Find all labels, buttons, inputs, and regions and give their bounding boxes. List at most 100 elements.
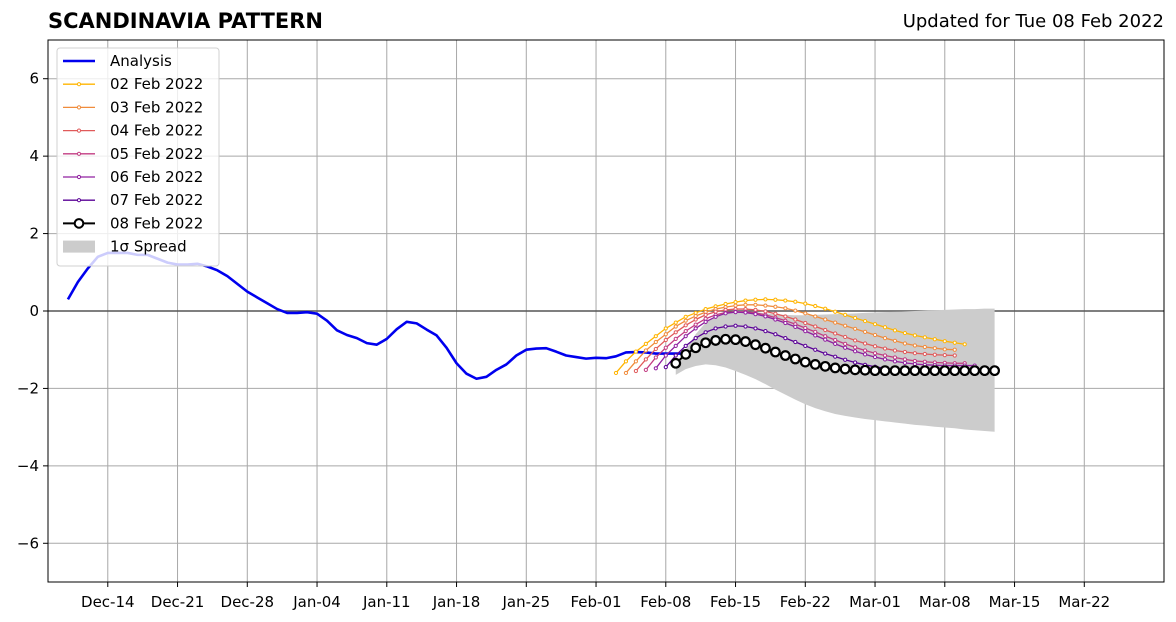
x-tick-label: Feb-22 <box>780 593 831 611</box>
forecast-point <box>853 338 858 343</box>
x-tick-label: Feb-08 <box>640 593 691 611</box>
forecast-point <box>720 333 731 345</box>
forecast-point <box>919 365 931 377</box>
forecast-point <box>733 310 738 315</box>
forecast-point <box>743 324 748 329</box>
forecast-point <box>843 345 848 350</box>
forecast-point <box>902 330 908 336</box>
legend-label: 02 Feb 2022 <box>110 75 203 93</box>
forecast-point <box>869 365 881 377</box>
legend-label: 1σ Spread <box>110 238 187 256</box>
forecast-point <box>773 317 778 322</box>
legend-marker <box>76 128 82 133</box>
forecast-point <box>643 348 648 353</box>
axes: Dec-14 Dec-21 Dec-28 Jan-04 Jan-11 Jan-18 Jan-… <box>17 70 1110 611</box>
forecast-point <box>713 326 718 331</box>
forecast-point <box>643 341 648 347</box>
forecast-point <box>803 311 808 316</box>
forecast-point <box>673 324 678 329</box>
forecast-point <box>922 351 927 357</box>
plot-area <box>66 251 1001 432</box>
forecast-point <box>952 353 957 358</box>
legend-label: 08 Feb 2022 <box>110 214 203 232</box>
legend-marker <box>76 82 82 87</box>
forecast-point <box>853 349 858 354</box>
forecast-point <box>813 303 818 309</box>
forecast-point <box>833 331 838 336</box>
forecast-point <box>773 332 778 337</box>
forecast-point <box>833 341 838 347</box>
forecast-point <box>859 364 871 376</box>
forecast-point <box>793 299 798 304</box>
x-tick-label: Jan-04 <box>292 593 341 611</box>
x-tick-label: Mar-01 <box>849 593 901 611</box>
forecast-point <box>693 317 698 322</box>
forecast-point <box>912 343 917 348</box>
legend-label: 03 Feb 2022 <box>110 98 203 116</box>
forecast-point <box>750 339 761 351</box>
forecast-point <box>809 359 821 370</box>
forecast-point <box>693 322 698 327</box>
x-tick-label: Feb-15 <box>710 593 761 611</box>
forecast-point <box>839 363 851 375</box>
forecast-point <box>922 344 927 350</box>
forecast-point <box>872 354 878 360</box>
forecast-point <box>730 334 741 346</box>
forecast-point <box>633 368 638 374</box>
forecast-point <box>833 309 838 314</box>
forecast-point <box>793 317 798 322</box>
forecast-point <box>843 334 848 340</box>
legend-marker <box>76 105 82 110</box>
forecast-point <box>643 357 648 362</box>
forecast-point <box>952 347 957 352</box>
forecast-point <box>783 314 788 319</box>
forecast-point <box>779 350 791 361</box>
forecast-point <box>889 365 901 377</box>
legend-marker <box>76 198 82 203</box>
forecast-point <box>753 311 758 317</box>
forecast-point <box>673 353 678 358</box>
forecast-point <box>733 323 738 328</box>
forecast-point <box>803 343 808 348</box>
forecast-point <box>862 341 868 346</box>
x-tick-label: Mar-08 <box>919 593 971 611</box>
forecast-point <box>760 342 771 354</box>
forecast-point <box>773 304 778 309</box>
y-tick-label: −4 <box>17 457 39 475</box>
forecast-point <box>813 314 818 319</box>
y-tick-label: −6 <box>17 534 39 552</box>
forecast-point <box>763 297 768 302</box>
forecast-point <box>643 367 648 372</box>
forecast-point <box>763 314 768 319</box>
forecast-point <box>653 339 658 345</box>
forecast-point <box>833 320 838 325</box>
forecast-point <box>783 306 788 311</box>
forecast-point <box>899 365 911 377</box>
forecast-point <box>663 332 668 337</box>
legend: Analysis 02 Feb 2022 03 Feb 2022 04 Feb 202… <box>56 47 220 267</box>
forecast-point <box>773 311 778 316</box>
analysis-line <box>66 251 686 381</box>
forecast-point <box>902 341 908 346</box>
forecast-point <box>733 299 738 305</box>
forecast-point <box>862 352 868 357</box>
forecast-point <box>743 302 748 307</box>
forecast-point <box>969 365 981 377</box>
forecast-point <box>879 365 891 377</box>
forecast-point <box>823 351 828 356</box>
forecast-point <box>653 334 658 339</box>
forecast-point <box>902 357 908 362</box>
forecast-point <box>823 327 828 333</box>
forecast-point <box>789 353 801 365</box>
forecast-point <box>753 326 758 331</box>
x-tick-label: Feb-01 <box>571 593 622 611</box>
forecast-point <box>673 343 678 348</box>
forecast-point <box>803 301 808 306</box>
forecast-point <box>932 346 937 351</box>
forecast-point <box>663 365 668 370</box>
y-tick-label: 6 <box>29 70 39 88</box>
forecast-point <box>743 298 748 303</box>
forecast-point <box>763 303 768 308</box>
forecast-point <box>663 326 668 331</box>
forecast-point <box>823 334 828 339</box>
